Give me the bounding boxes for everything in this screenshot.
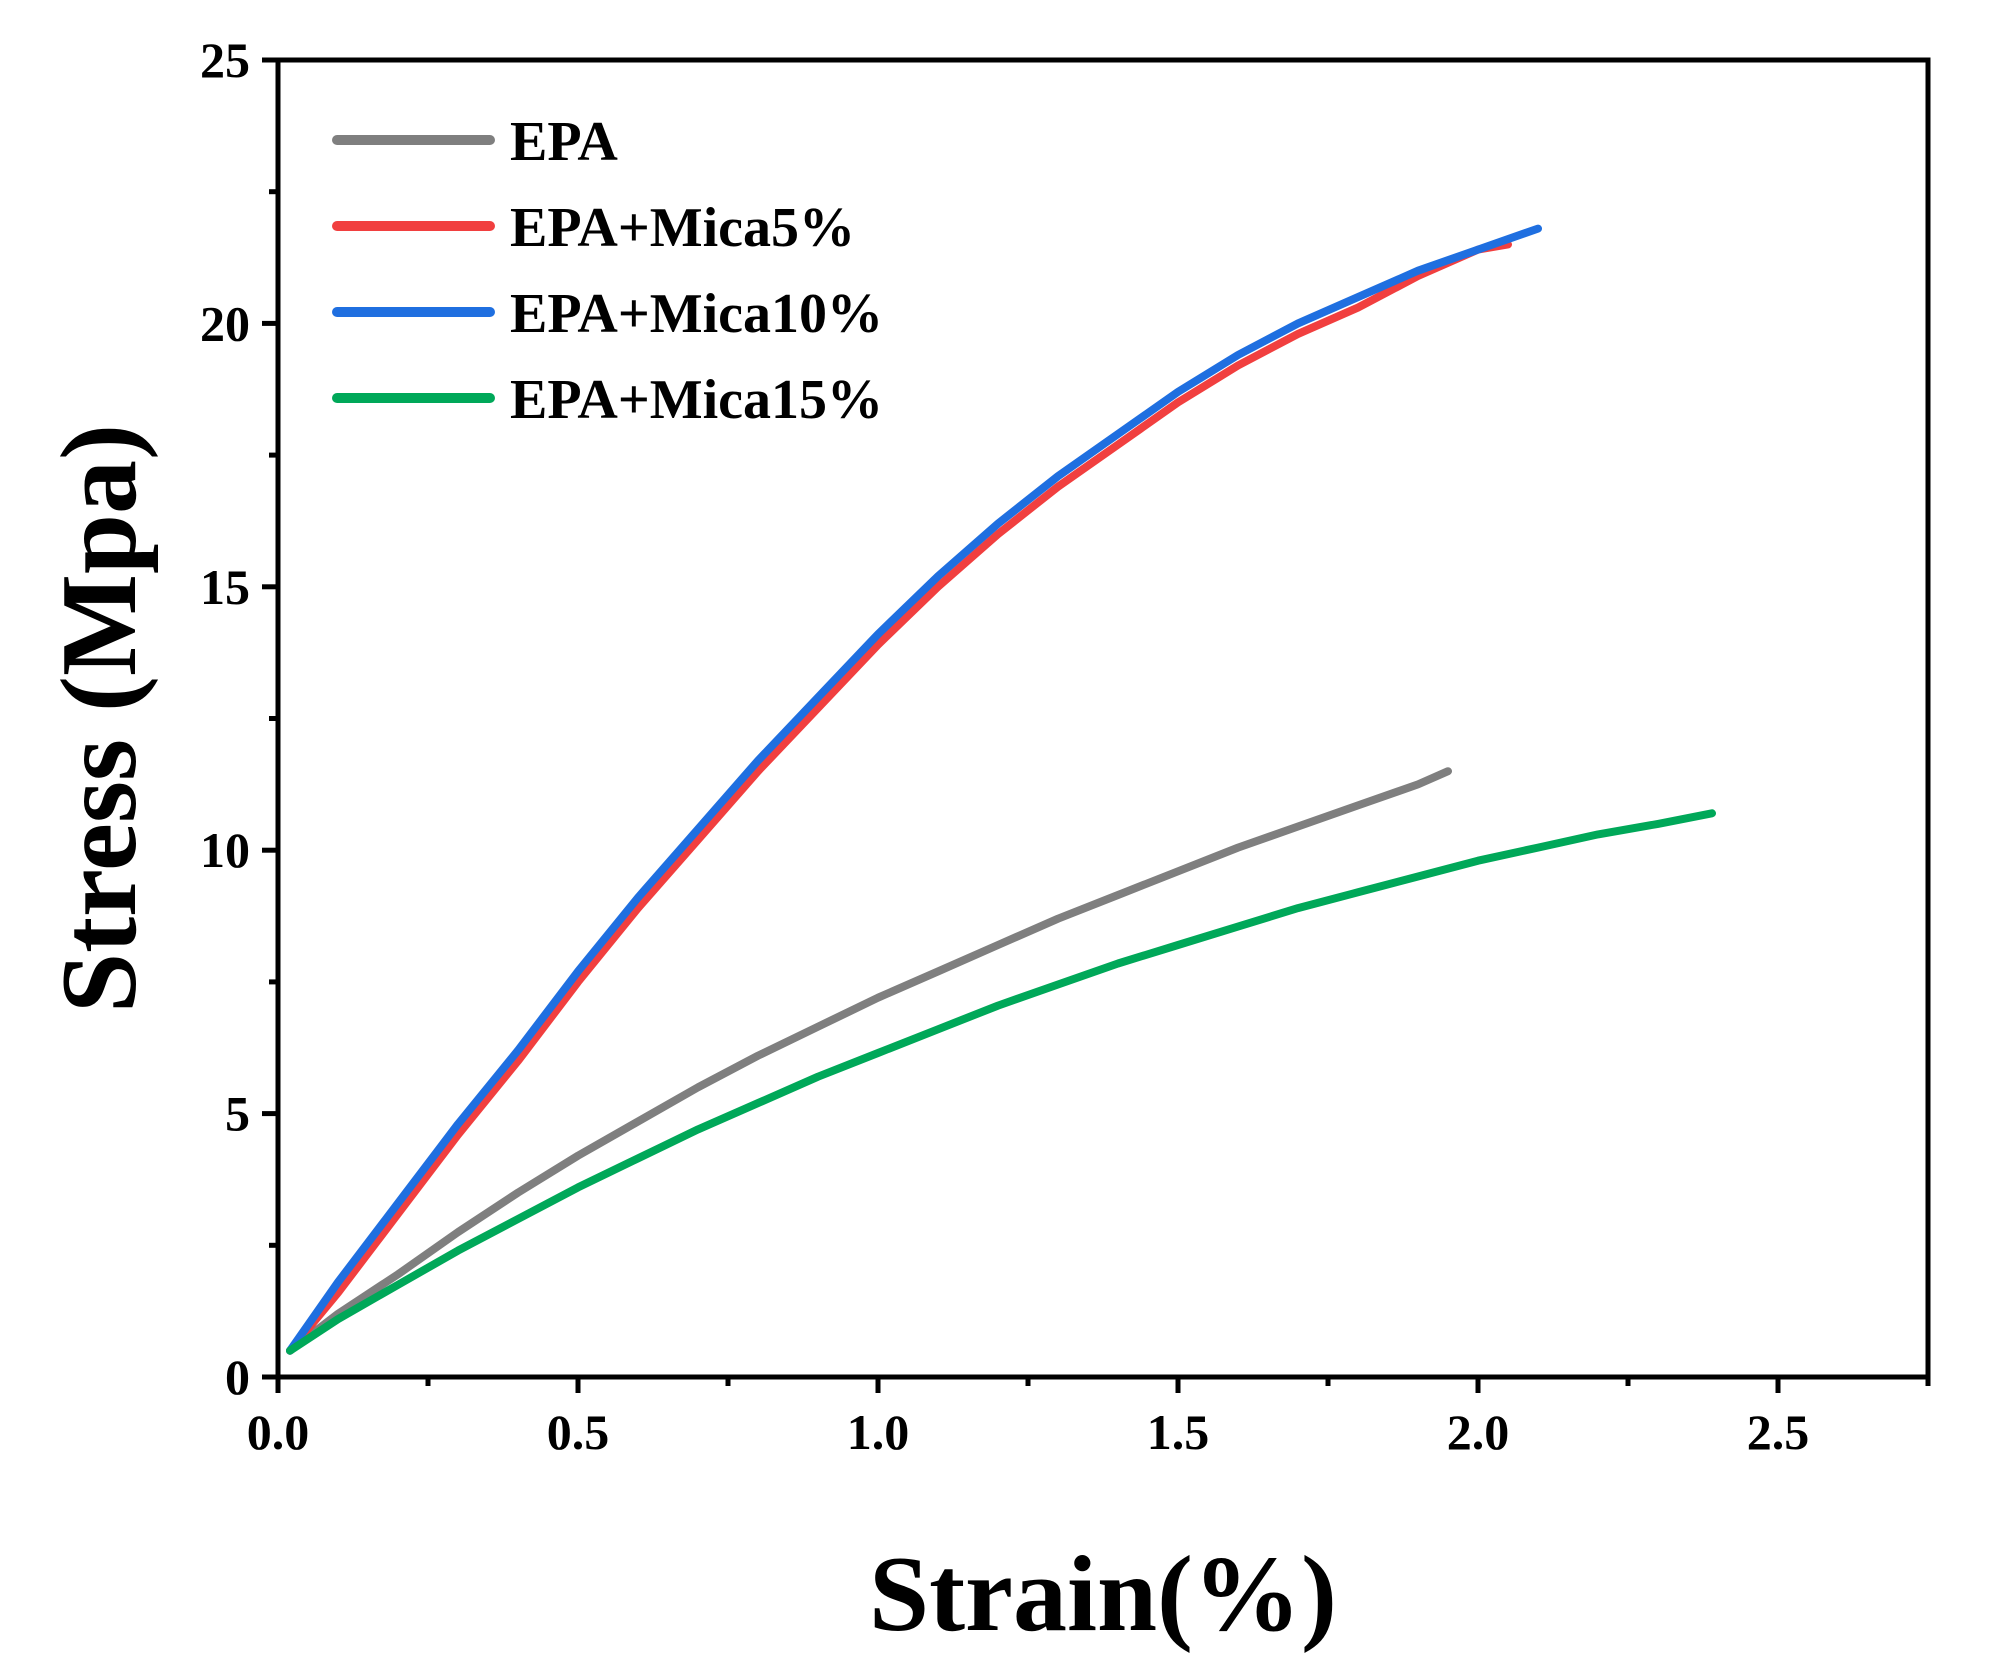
- y-axis: 0 5 10 15 20 25: [200, 32, 278, 1405]
- series-line-epa-mica10: [286, 224, 1542, 1355]
- legend-label-epa-mica10: EPA+Mica10%: [510, 283, 883, 345]
- legend-label-epa: EPA: [510, 111, 618, 173]
- legend-label-epa-mica5: EPA+Mica5%: [510, 197, 855, 259]
- x-tick-label: 0.5: [547, 1404, 610, 1460]
- y-tick-label: 25: [200, 32, 250, 88]
- series-line-epa-mica15: [286, 809, 1716, 1355]
- x-axis: 0.0 0.5 1.0 1.5 2.0 2.5: [247, 1377, 1931, 1460]
- x-tick-label: 0.0: [247, 1404, 310, 1460]
- legend-label-epa-mica15: EPA+Mica15%: [510, 369, 883, 431]
- x-tick-label: 2.0: [1447, 1404, 1510, 1460]
- series-line-epa: [286, 767, 1452, 1355]
- y-tick-label: 20: [200, 295, 250, 351]
- y-tick-label: 0: [225, 1349, 250, 1405]
- y-tick-label: 15: [200, 559, 250, 615]
- series-line-epa-mica5: [286, 240, 1512, 1355]
- x-tick-label: 2.5: [1747, 1404, 1810, 1460]
- series-layer: [286, 224, 1716, 1355]
- y-tick-label: 10: [200, 822, 250, 878]
- x-tick-label: 1.0: [847, 1404, 910, 1460]
- x-axis-title: Strain(%): [869, 1535, 1337, 1654]
- y-tick-label: 5: [225, 1086, 250, 1142]
- x-tick-label: 1.5: [1147, 1404, 1210, 1460]
- y-axis-title: Stress (Mpa): [40, 424, 159, 1013]
- legend: EPA EPA+Mica5% EPA+Mica10% EPA+Mica15%: [332, 111, 883, 431]
